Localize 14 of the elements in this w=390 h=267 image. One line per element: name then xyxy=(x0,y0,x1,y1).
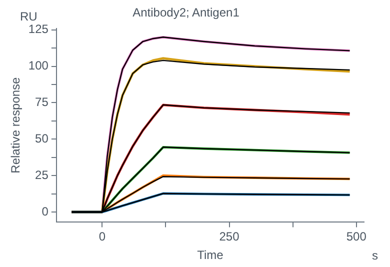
y-tick-label: 100 xyxy=(28,58,49,73)
x-tick-label: 250 xyxy=(219,230,240,244)
y-tick-label: 50 xyxy=(35,131,49,146)
y-tick-label: 75 xyxy=(35,95,49,110)
chart-title: Antibody2; Antigen1 xyxy=(132,6,240,20)
y-tick-label: 25 xyxy=(35,168,49,182)
text: s xyxy=(372,248,378,262)
text: RU xyxy=(20,10,38,24)
x-tick-label: 500 xyxy=(346,230,367,244)
x-tick-label: 0 xyxy=(98,230,106,244)
y-axis-title: Relative response xyxy=(8,76,23,174)
x-axis-title: Time xyxy=(197,248,224,262)
y-tick-label: 125 xyxy=(28,22,49,36)
y-tick-label: 0 xyxy=(42,204,49,218)
